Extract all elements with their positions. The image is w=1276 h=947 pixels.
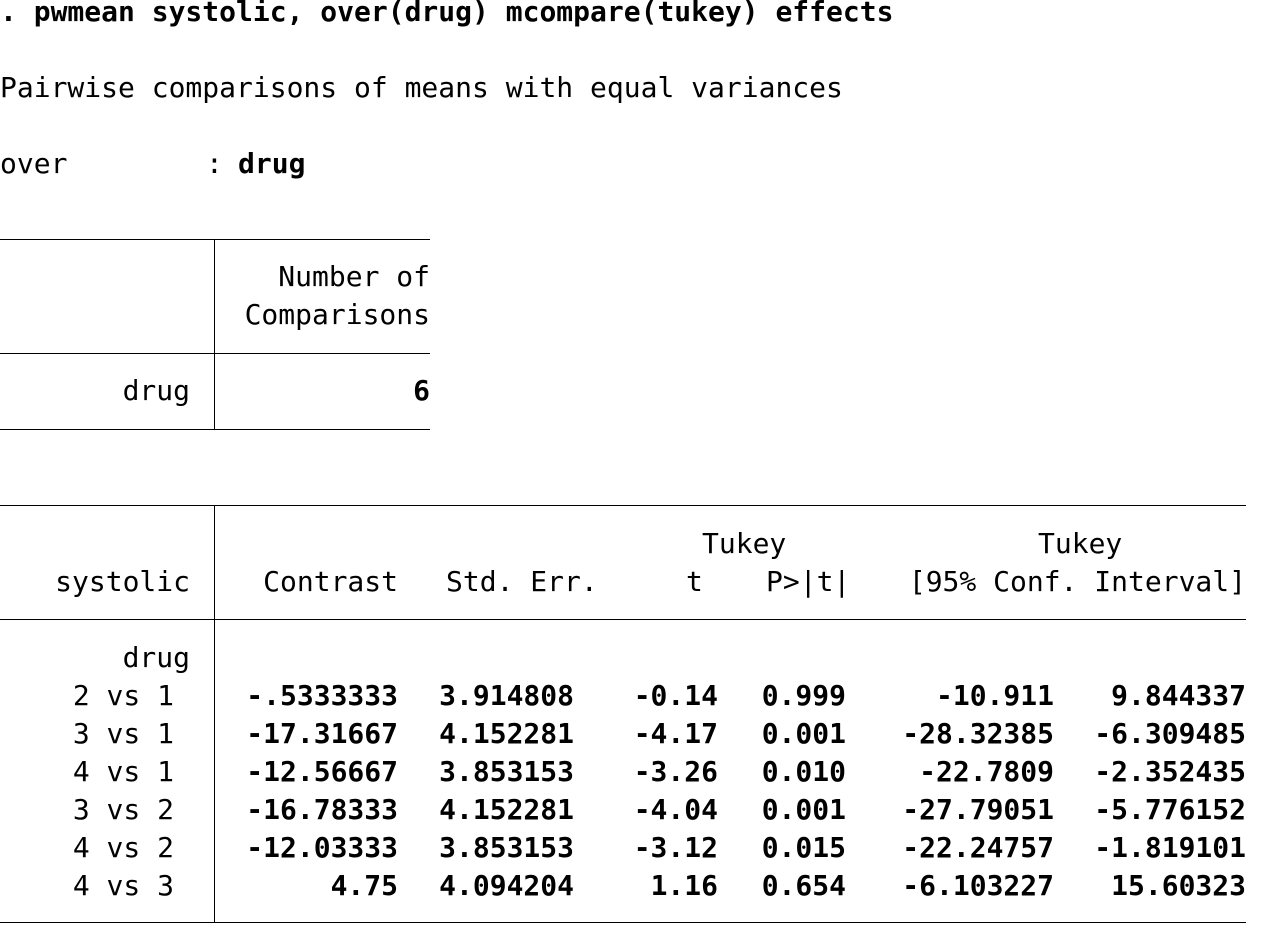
row-t: -4.04 [633,793,718,826]
over-separator: : [206,147,223,180]
row-t: -3.12 [633,831,718,864]
row-contrast: -12.03333 [246,831,398,864]
results-table-bottom-rule [0,922,1246,923]
row-p: 0.999 [761,679,846,712]
comparisons-row-value: 6 [413,374,430,407]
comparisons-table-top-rule [0,239,430,240]
row-contrast: -.5333333 [246,679,398,712]
results-table-header-rule [0,619,1246,620]
row-contrast: -12.56667 [246,755,398,788]
row-t: -0.14 [633,679,718,712]
row-t: -4.17 [633,717,718,750]
over-label: over [0,147,68,180]
row-label: 4 vs 3 [72,869,174,902]
row-label: 4 vs 1 [72,755,174,788]
row-contrast: -16.78333 [246,793,398,826]
results-table-divider [214,505,215,923]
command-line: . pwmean systolic, over(drug) mcompare(t… [0,0,894,28]
row-label: 2 vs 1 [72,679,174,712]
row-p: 0.001 [761,717,846,750]
row-ci-low: -22.24757 [902,831,1054,864]
row-ci-high: 15.60323 [1111,869,1246,902]
row-contrast: -17.31667 [246,717,398,750]
row-p: 0.001 [761,793,846,826]
row-ci-high: -2.352435 [1094,755,1246,788]
comparisons-table-bottom-rule [0,429,430,430]
row-label: 4 vs 2 [72,831,174,864]
row-stderr: 4.152281 [439,717,574,750]
row-t: 1.16 [650,869,718,902]
row-ci-high: 9.844337 [1111,679,1246,712]
header-p: P>|t| [766,565,851,598]
comparisons-row-label: drug [122,374,190,407]
row-ci-low: -28.32385 [902,717,1054,750]
output-subtitle: Pairwise comparisons of means with equal… [0,71,843,104]
row-label: 3 vs 1 [72,717,174,750]
over-value: drug [238,147,306,180]
row-stderr: 3.914808 [439,679,574,712]
row-ci-low: -10.911 [935,679,1054,712]
header-contrast: Contrast [263,565,398,598]
header-ci: [95% Conf. Interval] [908,565,1246,598]
header-stderr: Std. Err. [446,565,598,598]
row-ci-high: -1.819101 [1094,831,1246,864]
tukey-label-p: Tukey [702,527,787,560]
row-stderr: 3.853153 [439,831,574,864]
row-ci-low: -6.103227 [902,869,1054,902]
group-label: drug [122,641,190,674]
tukey-label-ci: Tukey [1038,527,1123,560]
row-ci-high: -5.776152 [1094,793,1246,826]
depvar-label: systolic [55,565,190,598]
row-t: -3.26 [633,755,718,788]
comparisons-header-line1: Number of [278,260,430,293]
row-p: 0.015 [761,831,846,864]
row-ci-low: -27.79051 [902,793,1054,826]
row-p: 0.654 [761,869,846,902]
row-contrast: 4.75 [330,869,398,902]
results-table-top-rule [0,505,1246,506]
comparisons-table-divider [214,239,215,430]
comparisons-table-header-rule [0,353,430,354]
row-ci-low: -22.7809 [919,755,1054,788]
row-stderr: 3.853153 [439,755,574,788]
row-p: 0.010 [761,755,846,788]
row-stderr: 4.152281 [439,793,574,826]
header-t: t [686,565,703,598]
comparisons-header-line2: Comparisons [244,298,430,331]
row-stderr: 4.094204 [439,869,574,902]
row-ci-high: -6.309485 [1094,717,1246,750]
row-label: 3 vs 2 [72,793,174,826]
